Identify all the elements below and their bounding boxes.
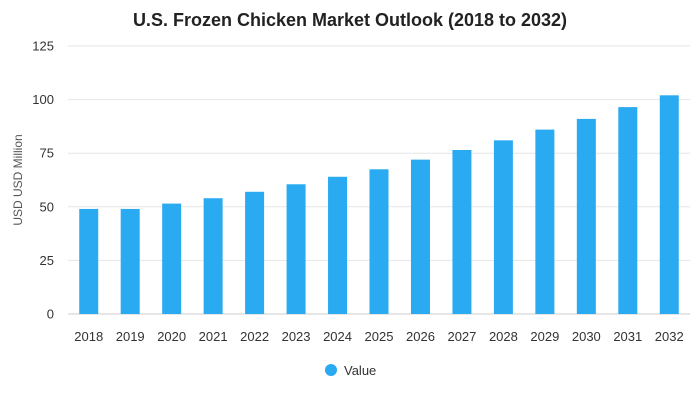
bar-2026[interactable] bbox=[410, 159, 430, 314]
legend[interactable]: Value bbox=[325, 363, 376, 378]
bar-2029[interactable] bbox=[535, 129, 555, 314]
x-tick-label: 2021 bbox=[199, 329, 228, 344]
bars bbox=[79, 95, 679, 315]
bar-2032[interactable] bbox=[659, 95, 679, 314]
bar-2030[interactable] bbox=[576, 118, 596, 315]
x-tick-label: 2027 bbox=[447, 329, 476, 344]
y-tick-label: 125 bbox=[32, 39, 54, 54]
x-tick-label: 2024 bbox=[323, 329, 352, 344]
y-axis-label: USD USD Million bbox=[11, 134, 25, 225]
x-tick-label: 2020 bbox=[157, 329, 186, 344]
y-tick-label: 100 bbox=[32, 92, 54, 107]
x-axis-ticks: 2018 2019 2020 2021 2022 2023 2024 2025 2026 2027… bbox=[74, 329, 683, 344]
bar-2021[interactable] bbox=[203, 198, 223, 314]
y-tick-label: 75 bbox=[40, 146, 54, 161]
y-axis-ticks: 0 25 50 75 100 125 bbox=[32, 39, 54, 322]
legend-label-value: Value bbox=[344, 363, 376, 378]
y-tick-label: 25 bbox=[40, 253, 54, 268]
bar-2023[interactable] bbox=[286, 184, 306, 314]
x-tick-label: 2032 bbox=[655, 329, 684, 344]
bar-2031[interactable] bbox=[618, 107, 638, 314]
bar-2020[interactable] bbox=[162, 203, 182, 314]
bar-2025[interactable] bbox=[369, 169, 389, 314]
x-tick-label: 2018 bbox=[74, 329, 103, 344]
x-tick-label: 2031 bbox=[613, 329, 642, 344]
bar-2028[interactable] bbox=[493, 140, 513, 314]
bar-2022[interactable] bbox=[245, 191, 265, 314]
y-tick-label: 50 bbox=[40, 199, 54, 214]
x-tick-label: 2028 bbox=[489, 329, 518, 344]
x-tick-label: 2019 bbox=[116, 329, 145, 344]
chart-title: U.S. Frozen Chicken Market Outlook (2018… bbox=[133, 10, 567, 30]
bar-2027[interactable] bbox=[452, 149, 472, 314]
bar-2019[interactable] bbox=[120, 208, 140, 314]
x-tick-label: 2025 bbox=[365, 329, 394, 344]
x-tick-label: 2026 bbox=[406, 329, 435, 344]
legend-swatch-value bbox=[325, 364, 337, 376]
x-tick-label: 2030 bbox=[572, 329, 601, 344]
bar-2024[interactable] bbox=[328, 176, 348, 314]
x-tick-label: 2029 bbox=[530, 329, 559, 344]
x-tick-label: 2022 bbox=[240, 329, 269, 344]
y-tick-label: 0 bbox=[47, 307, 54, 322]
bar-2018[interactable] bbox=[79, 208, 99, 314]
x-tick-label: 2023 bbox=[282, 329, 311, 344]
